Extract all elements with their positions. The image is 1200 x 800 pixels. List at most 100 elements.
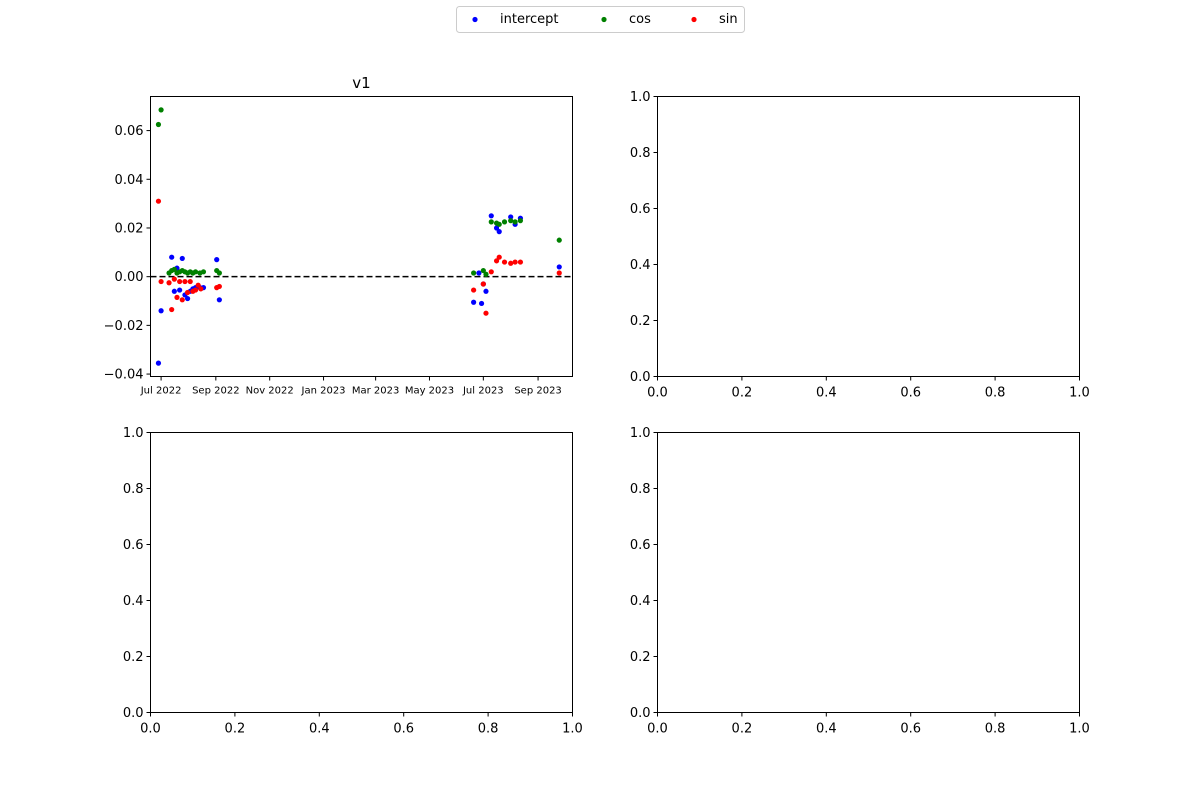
y-tick-label: 0.6 (123, 538, 144, 553)
legend-label-intercept: intercept (500, 12, 559, 27)
point-cos (496, 221, 502, 227)
point-cos (471, 270, 477, 276)
y-tick-label: 0.8 (630, 146, 651, 161)
point-sin (195, 282, 201, 288)
point-sin (155, 198, 162, 204)
point-intercept (169, 254, 175, 260)
subplot-bottom-left: 0.0 0.2 0.4 0.6 0.8 1.0 0.0 0.2 0.4 0.6 0.8 1.0 (123, 426, 583, 737)
point-intercept (476, 270, 482, 276)
point-cos (501, 219, 508, 225)
point-cos (556, 237, 562, 243)
x-tick-label: May 2023 (405, 386, 454, 397)
point-intercept (179, 255, 185, 262)
x-tick-label: Jul 2022 (140, 386, 182, 397)
y-tick-label: 0.02 (115, 221, 144, 236)
point-sin (480, 281, 486, 287)
x-tick-label: 0.2 (732, 722, 753, 737)
point-sin (517, 259, 524, 265)
axes-frame (657, 432, 1080, 713)
x-tick-label: 0.4 (816, 386, 837, 401)
point-cos (158, 107, 164, 113)
x-tick-label: 0.0 (647, 386, 668, 401)
y-tick-label: 0.04 (115, 173, 144, 188)
point-intercept (488, 213, 494, 219)
legend-marker-cos (601, 16, 607, 23)
subplot-top-right: 0.0 0.2 0.4 0.6 0.8 1.0 0.0 0.2 0.4 0.6 0.8 1.0 (630, 90, 1090, 401)
point-intercept (493, 225, 500, 231)
x-tick-label: Nov 2022 (246, 386, 294, 397)
point-sin (171, 276, 177, 282)
point-intercept (177, 287, 183, 293)
axis-ticks: 0.0 0.2 0.4 0.6 0.8 1.0 0.0 0.2 0.4 0.6 0.8 1.0 (630, 426, 1090, 737)
point-sin (216, 283, 222, 290)
point-intercept (184, 295, 191, 302)
axis-ticks: 0.0 0.2 0.4 0.6 0.8 1.0 0.0 0.2 0.4 0.6 0.8 1.0 (630, 90, 1090, 401)
y-tick-label: 0.4 (630, 594, 651, 609)
point-intercept (508, 214, 514, 220)
point-sin (174, 294, 180, 300)
point-intercept (171, 288, 177, 294)
x-tick-label: 0.6 (900, 386, 921, 401)
subplot-v1: v1 Jul 2022 Sep 2022 Nov 2022 Jan 2023 Mar 2… (104, 74, 573, 397)
y-tick-label: 1.0 (630, 90, 651, 105)
y-tick-label: 1.0 (123, 426, 144, 441)
point-intercept (478, 300, 485, 307)
x-tick-label: 1.0 (562, 722, 583, 737)
legend-marker-sin (691, 16, 697, 23)
y-tick-label: 1.0 (630, 426, 651, 441)
y-tick-label: −0.02 (104, 319, 144, 334)
point-cos (200, 269, 207, 275)
point-cos (508, 218, 514, 224)
legend: intercept cos sin (456, 6, 745, 33)
y-tick-label: 0.0 (630, 370, 651, 385)
point-sin (187, 278, 193, 285)
point-intercept (216, 297, 222, 303)
point-sin (493, 258, 500, 264)
point-sin (512, 259, 518, 265)
x-tick-label: 0.8 (985, 722, 1006, 737)
point-cos (216, 270, 222, 276)
point-sin (169, 306, 175, 313)
x-tick-label: 0.6 (393, 722, 414, 737)
point-sin (182, 278, 188, 285)
axis-ticks: 0.0 0.2 0.4 0.6 0.8 1.0 0.0 0.2 0.4 0.6 0.8 1.0 (123, 426, 583, 737)
point-sin (496, 254, 502, 260)
legend-label-cos: cos (629, 12, 651, 27)
subplot-bottom-right: 0.0 0.2 0.4 0.6 0.8 1.0 0.0 0.2 0.4 0.6 0.8 1.0 (630, 426, 1090, 737)
legend-frame (456, 6, 745, 33)
point-cos (483, 271, 489, 277)
point-intercept (155, 360, 162, 366)
point-sin (166, 280, 172, 286)
point-intercept (214, 257, 220, 263)
point-sin (177, 278, 183, 285)
x-tick-label: 1.0 (1069, 722, 1090, 737)
y-tick-label: 0.8 (630, 482, 651, 497)
x-tick-label: 1.0 (1069, 386, 1090, 401)
y-tick-label: 0.6 (630, 538, 651, 553)
legend-label-sin: sin (719, 12, 738, 27)
x-tick-label: Sep 2022 (192, 386, 239, 397)
x-tick-label: 0.2 (732, 386, 753, 401)
point-cos (517, 218, 524, 224)
x-tick-label: 0.6 (900, 722, 921, 737)
point-intercept (483, 288, 489, 294)
axes-frame (657, 96, 1080, 377)
point-sin (488, 269, 494, 275)
y-tick-label: 0.8 (123, 482, 144, 497)
point-cos (155, 121, 162, 128)
x-tick-label: 0.8 (478, 722, 499, 737)
point-sin (501, 259, 508, 265)
x-tick-label: 0.0 (140, 722, 161, 737)
point-intercept (158, 308, 164, 314)
legend-marker-intercept (472, 16, 478, 23)
point-intercept (556, 264, 562, 270)
point-cos (512, 219, 518, 225)
y-tick-label: 0.2 (630, 314, 651, 329)
y-tick-label: 0.0 (630, 706, 651, 721)
x-tick-label: Jan 2023 (301, 386, 346, 397)
point-sin (158, 278, 164, 285)
y-tick-label: 0.2 (630, 650, 651, 665)
point-intercept (496, 229, 502, 235)
x-tick-label: Jul 2023 (462, 386, 504, 397)
